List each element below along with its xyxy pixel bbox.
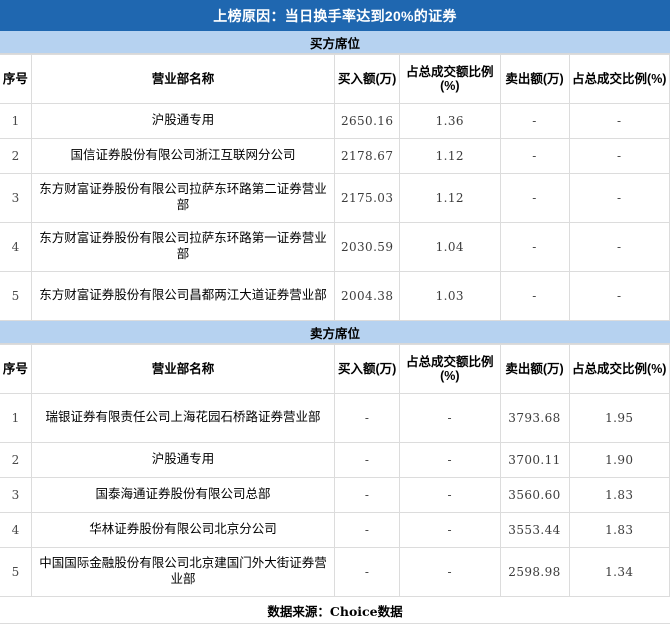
- row-index: 3: [0, 173, 32, 223]
- row-index: 2: [0, 138, 32, 174]
- row-sell-amount: 3700.11: [500, 442, 570, 478]
- row-sell-amount: 2598.98: [500, 547, 570, 597]
- row-buy-amount: 2004.38: [334, 271, 401, 321]
- row-sell-amount: -: [500, 138, 570, 174]
- row-branch-name: 东方财富证券股份有限公司拉萨东环路第二证券营业部: [31, 173, 336, 223]
- data-source-label: 数据来源：: [267, 604, 330, 619]
- row-branch-name: 瑞银证券有限责任公司上海花园石桥路证券营业部: [31, 393, 336, 443]
- column-header-index: 序号: [0, 344, 32, 394]
- table-row: 2 沪股通专用 - - 3700.11 1.90: [0, 442, 670, 478]
- row-branch-name: 东方财富证券股份有限公司昌都两江大道证券营业部: [31, 271, 336, 321]
- row-buy-ratio: -: [399, 442, 501, 478]
- row-index: 2: [0, 442, 32, 478]
- column-header-sell-ratio: 占总成交比例(%): [569, 344, 670, 394]
- row-buy-ratio: -: [399, 547, 501, 597]
- table-row: 4 华林证券股份有限公司北京分公司 - - 3553.44 1.83: [0, 512, 670, 548]
- column-header-buy-ratio: 占总成交额比例(%): [399, 344, 501, 394]
- data-source-value: Choice数据: [329, 603, 403, 619]
- row-index: 1: [0, 393, 32, 443]
- column-header-sell-amount: 卖出额(万): [500, 344, 570, 394]
- row-buy-amount: -: [334, 393, 401, 443]
- row-sell-ratio: 1.90: [569, 442, 670, 478]
- row-buy-amount: 2650.16: [334, 103, 401, 139]
- row-sell-ratio: 1.83: [569, 477, 670, 513]
- row-sell-amount: 3560.60: [500, 477, 570, 513]
- row-buy-amount: -: [334, 442, 401, 478]
- row-branch-name: 中国国际金融股份有限公司北京建国门外大街证券营业部: [31, 547, 336, 597]
- row-index: 4: [0, 222, 32, 272]
- buy-section-header: 买方席位: [0, 31, 670, 54]
- row-sell-ratio: -: [569, 271, 670, 321]
- row-sell-amount: -: [500, 103, 570, 139]
- row-branch-name: 国信证券股份有限公司浙江互联网分公司: [31, 138, 336, 174]
- page-title: 上榜原因：当日换手率达到20%的证券: [0, 0, 670, 31]
- row-sell-ratio: 1.34: [569, 547, 670, 597]
- column-header-buy-ratio: 占总成交额比例(%): [399, 54, 501, 104]
- buy-table-header-row: 序号 营业部名称 买入额(万) 占总成交额比例(%) 卖出额(万) 占总成交比例…: [0, 54, 670, 104]
- table-row: 5 东方财富证券股份有限公司昌都两江大道证券营业部 2004.38 1.03 -…: [0, 271, 670, 321]
- row-buy-amount: 2175.03: [334, 173, 401, 223]
- sell-side-table: 序号 营业部名称 买入额(万) 占总成交额比例(%) 卖出额(万) 占总成交比例…: [0, 344, 670, 597]
- row-buy-ratio: 1.12: [399, 138, 501, 174]
- row-branch-name: 东方财富证券股份有限公司拉萨东环路第一证券营业部: [31, 222, 336, 272]
- table-row: 5 中国国际金融股份有限公司北京建国门外大街证券营业部 - - 2598.98 …: [0, 547, 670, 597]
- row-branch-name: 沪股通专用: [31, 103, 336, 139]
- table-row: 1 瑞银证券有限责任公司上海花园石桥路证券营业部 - - 3793.68 1.9…: [0, 393, 670, 443]
- column-header-branch-name: 营业部名称: [31, 54, 336, 104]
- row-index: 5: [0, 547, 32, 597]
- column-header-index: 序号: [0, 54, 32, 104]
- row-sell-ratio: 1.95: [569, 393, 670, 443]
- sell-section-header: 卖方席位: [0, 321, 670, 344]
- table-row: 3 东方财富证券股份有限公司拉萨东环路第二证券营业部 2175.03 1.12 …: [0, 173, 670, 223]
- table-row: 1 沪股通专用 2650.16 1.36 - -: [0, 103, 670, 139]
- row-buy-amount: -: [334, 477, 401, 513]
- column-header-sell-amount: 卖出额(万): [500, 54, 570, 104]
- row-sell-ratio: -: [569, 103, 670, 139]
- row-buy-ratio: -: [399, 393, 501, 443]
- row-buy-ratio: 1.04: [399, 222, 501, 272]
- row-index: 4: [0, 512, 32, 548]
- table-row: 4 东方财富证券股份有限公司拉萨东环路第一证券营业部 2030.59 1.04 …: [0, 222, 670, 272]
- column-header-buy-amount: 买入额(万): [334, 344, 401, 394]
- row-buy-ratio: -: [399, 512, 501, 548]
- row-branch-name: 国泰海通证券股份有限公司总部: [31, 477, 336, 513]
- row-sell-ratio: -: [569, 138, 670, 174]
- row-buy-amount: -: [334, 512, 401, 548]
- table-row: 3 国泰海通证券股份有限公司总部 - - 3560.60 1.83: [0, 477, 670, 513]
- table-row: 2 国信证券股份有限公司浙江互联网分公司 2178.67 1.12 - -: [0, 138, 670, 174]
- row-sell-amount: -: [500, 271, 570, 321]
- row-buy-amount: -: [334, 547, 401, 597]
- row-sell-amount: -: [500, 173, 570, 223]
- row-sell-amount: 3793.68: [500, 393, 570, 443]
- row-sell-ratio: 1.83: [569, 512, 670, 548]
- row-sell-amount: 3553.44: [500, 512, 570, 548]
- row-index: 1: [0, 103, 32, 139]
- data-source-footer: 数据来源： Choice数据: [0, 597, 670, 624]
- row-index: 3: [0, 477, 32, 513]
- column-header-sell-ratio: 占总成交比例(%): [569, 54, 670, 104]
- row-sell-ratio: -: [569, 173, 670, 223]
- buy-side-table: 序号 营业部名称 买入额(万) 占总成交额比例(%) 卖出额(万) 占总成交比例…: [0, 54, 670, 321]
- row-branch-name: 华林证券股份有限公司北京分公司: [31, 512, 336, 548]
- row-buy-ratio: 1.12: [399, 173, 501, 223]
- row-sell-amount: -: [500, 222, 570, 272]
- row-index: 5: [0, 271, 32, 321]
- column-header-buy-amount: 买入额(万): [334, 54, 401, 104]
- row-sell-ratio: -: [569, 222, 670, 272]
- row-buy-amount: 2030.59: [334, 222, 401, 272]
- row-buy-amount: 2178.67: [334, 138, 401, 174]
- row-branch-name: 沪股通专用: [31, 442, 336, 478]
- row-buy-ratio: 1.36: [399, 103, 501, 139]
- row-buy-ratio: -: [399, 477, 501, 513]
- sell-table-header-row: 序号 营业部名称 买入额(万) 占总成交额比例(%) 卖出额(万) 占总成交比例…: [0, 344, 670, 394]
- column-header-branch-name: 营业部名称: [31, 344, 336, 394]
- row-buy-ratio: 1.03: [399, 271, 501, 321]
